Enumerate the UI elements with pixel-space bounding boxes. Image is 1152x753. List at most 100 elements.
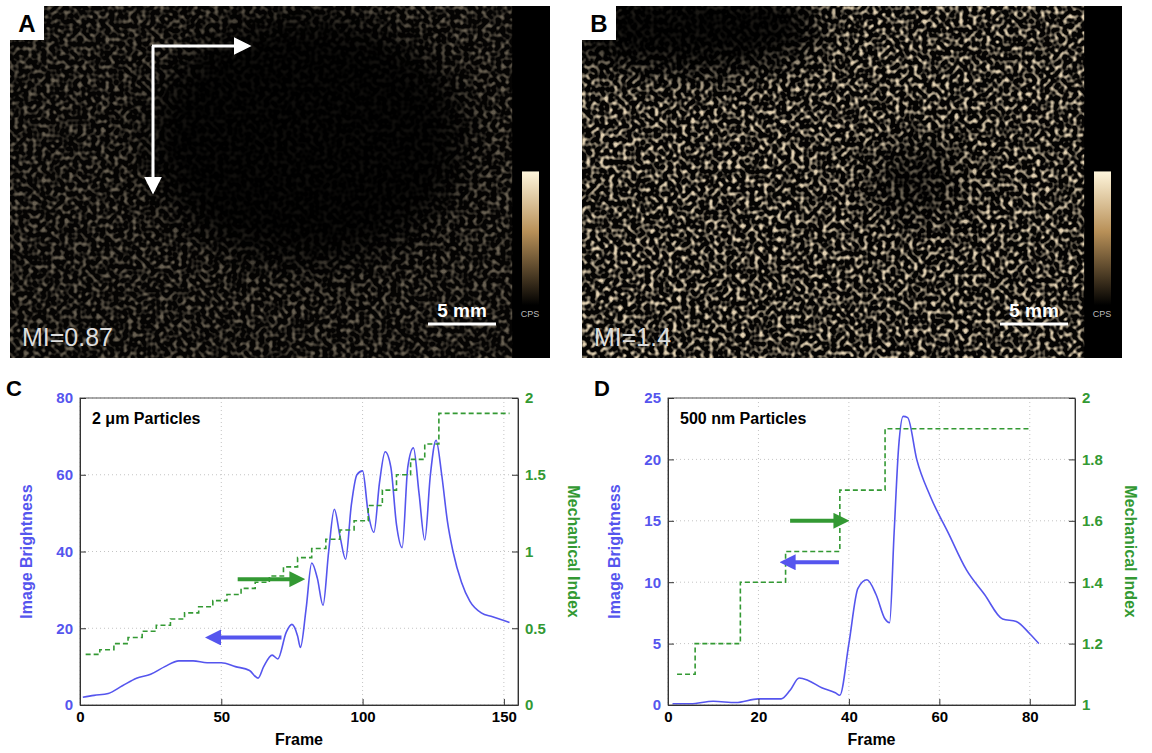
x-tick-mark: [363, 699, 364, 705]
y2-tick-label: 2: [525, 389, 533, 406]
y-tick: 5: [653, 635, 674, 652]
y2-tick-mark: [512, 398, 518, 399]
chart: 020406080051015202511.21.41.61.82FrameIm…: [594, 376, 1139, 748]
y2-axis-title: Mechanical Index: [565, 485, 582, 618]
grid-line-x: [939, 398, 940, 705]
grid-line-y: [80, 628, 518, 629]
y2-tick-label: 1.5: [525, 466, 546, 483]
panel-letter: D: [594, 376, 610, 401]
y2-tick-mark: [512, 705, 518, 706]
grid-line-y: [668, 582, 1075, 583]
image-panel: CPS5 mmMI=0.87A: [10, 6, 566, 358]
y2-tick-mark: [512, 475, 518, 476]
image-content: [582, 6, 1122, 358]
step-line: [677, 429, 1030, 675]
x-tick-mark: [939, 699, 940, 705]
axis-pointer-arrow: [790, 519, 843, 523]
dark-region: [874, 140, 960, 224]
y2-tick-label: 1.6: [1082, 512, 1103, 529]
scale-label: 5 mm: [1009, 300, 1059, 321]
y-tick-mark: [668, 521, 674, 522]
y2-tick-label: 0: [525, 696, 533, 713]
x-tick: 20: [751, 699, 768, 725]
y-tick-mark: [668, 582, 674, 583]
panel-letter: B: [590, 10, 607, 37]
y2-tick-label: 1: [525, 543, 533, 560]
y-tick-mark: [80, 552, 86, 553]
x-tick-label: 60: [931, 708, 948, 725]
x-axis-title: Frame: [847, 731, 895, 748]
y2-tick: 0: [512, 696, 533, 713]
mi-label: MI=1.4: [594, 323, 671, 351]
y-tick-label: 80: [56, 389, 73, 406]
x-axis-line: [669, 705, 1076, 706]
y-axis-title: Image Brightness: [18, 484, 35, 618]
y-tick-label: 5: [653, 635, 661, 652]
y2-tick-label: 1.2: [1082, 635, 1103, 652]
y-tick-label: 15: [644, 512, 661, 529]
y-tick: 20: [56, 620, 86, 637]
y-tick-label: 0: [653, 696, 661, 713]
y2-tick: 1.6: [1069, 512, 1103, 529]
y2-tick-label: 1: [1082, 696, 1090, 713]
x-tick: 40: [841, 699, 858, 725]
y2-tick: 0.5: [512, 620, 546, 637]
y2-tick: 1.5: [512, 466, 546, 483]
panel-letter: C: [6, 376, 22, 401]
y-tick-label: 10: [644, 574, 661, 591]
dark-region: [1084, 6, 1122, 358]
y-tick-mark: [80, 628, 86, 629]
axis-pointer-arrow: [211, 635, 281, 639]
chart: 0 50 100 150 0 20 40 60 80 0 0.5 1 1.5 2 Frame Image Br…: [6, 376, 582, 748]
y-tick-mark: [668, 398, 674, 399]
y-tick-label: 20: [644, 451, 661, 468]
y-tick: 0: [653, 696, 674, 713]
y-tick-mark: [668, 644, 674, 645]
grid: [80, 398, 518, 705]
plot-area: [668, 398, 1075, 705]
y2-tick-label: 1.4: [1082, 574, 1104, 591]
y2-axis-line: [518, 399, 519, 706]
y2-tick-mark: [512, 552, 518, 553]
x-tick-label: 80: [1022, 708, 1039, 725]
y-tick: 15: [644, 512, 674, 529]
data-line: [673, 416, 1039, 703]
image-ground: [10, 6, 550, 358]
x-tick: 50: [213, 699, 230, 725]
y-tick: 40: [56, 543, 86, 560]
scale-label: 5 mm: [437, 300, 487, 321]
speckle: [10, 6, 550, 358]
y-tick: 0: [65, 696, 86, 713]
annotation: 500 nm Particles: [680, 410, 806, 427]
y2-tick-label: 0.5: [525, 620, 546, 637]
figure: CPS5 mmMI=0.87ACPS5 mmMI=1.4B05010015002…: [0, 0, 1152, 753]
y2-axis-title: Mechanical Index: [1122, 485, 1139, 618]
grid: [668, 398, 1075, 705]
scale-bar: [428, 323, 496, 326]
x-tick-label: 150: [492, 708, 517, 725]
plot-area: [80, 398, 518, 705]
grid-line-y: [668, 459, 1075, 460]
grid-line-y: [668, 520, 1075, 521]
direction-arrow: [152, 46, 155, 191]
x-tick-mark: [849, 699, 850, 705]
x-tick: 150: [492, 699, 517, 725]
marks: [83, 413, 510, 697]
y2-axis: 0 0.5 1 1.5 2: [512, 389, 546, 713]
y-tick: 60: [56, 466, 86, 483]
x-axis-title: Frame: [275, 731, 323, 748]
y2-axis: 11.21.41.61.82: [1069, 389, 1104, 713]
step-line: [86, 413, 510, 654]
x-tick-label: 0: [664, 708, 672, 725]
x-tick-label: 100: [351, 708, 376, 725]
mi-label: MI=0.87: [22, 323, 113, 351]
scale-bar: [1000, 323, 1068, 326]
y2-tick-mark: [1069, 644, 1075, 645]
y-tick-label: 40: [56, 543, 73, 560]
colorbar: [1094, 171, 1111, 305]
grid-line-x: [362, 398, 363, 705]
x-tick-mark: [221, 699, 222, 705]
y-tick: 10: [644, 574, 674, 591]
x-tick-label: 20: [751, 708, 768, 725]
x-tick-mark: [504, 699, 505, 705]
